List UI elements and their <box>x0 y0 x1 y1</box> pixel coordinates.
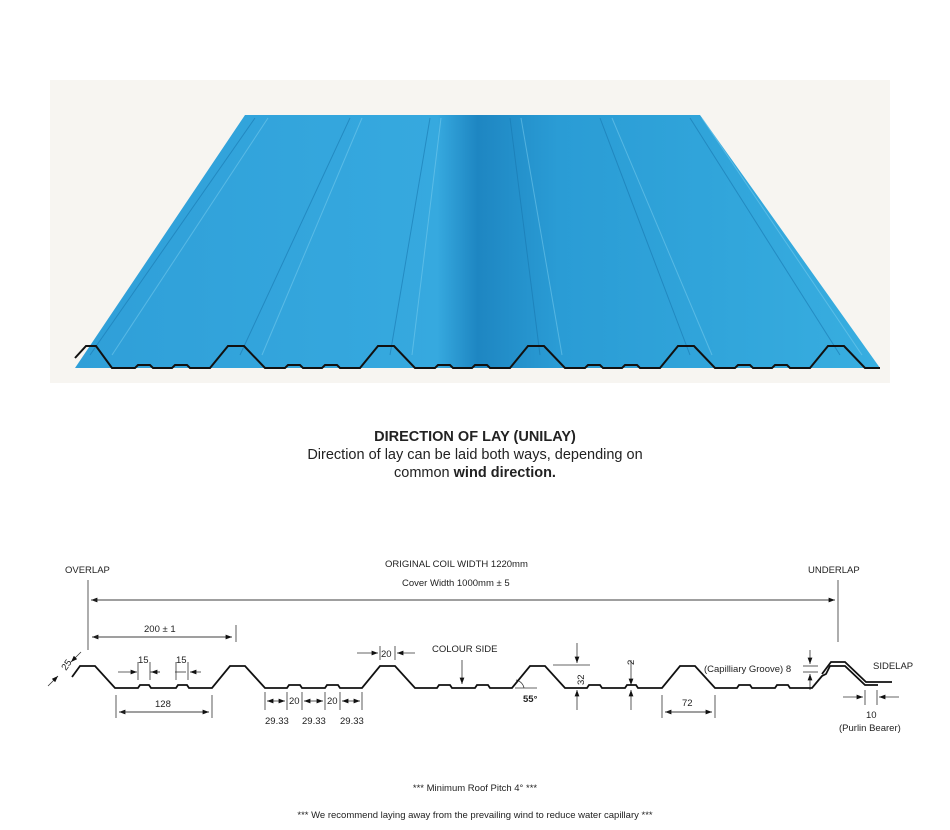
crest-width-dimension: 20 <box>381 649 392 660</box>
rib-dimension-b: 20 <box>327 696 338 707</box>
pan-width-dimension: 128 <box>155 699 171 710</box>
profile-diagram: OVERLAP UNDERLAP ORIGINAL COIL WIDTH 122… <box>47 559 913 734</box>
caption-bold: wind direction. <box>453 465 556 481</box>
caption-line-1: Direction of lay can be laid both ways, … <box>307 447 643 463</box>
rib-dimension-a: 20 <box>289 696 300 707</box>
angle-dimension: 55° <box>523 694 538 705</box>
lip-dimension: 25 <box>59 658 74 673</box>
minimum-pitch-note: *** Minimum Roof Pitch 4° *** <box>412 783 538 794</box>
caption-title: DIRECTION OF LAY (UNILAY) <box>374 429 576 445</box>
underlap-label: UNDERLAP <box>808 565 860 576</box>
colour-side-label: COLOUR SIDE <box>432 644 497 655</box>
sidelap-label: SIDELAP <box>873 661 913 672</box>
overlap-label: OVERLAP <box>65 565 110 576</box>
caption-text: common <box>394 465 454 481</box>
groove-dimension-1: 15 <box>138 655 149 666</box>
purlin-bearer-value: 10 <box>866 710 877 721</box>
base-width-dimension: 72 <box>682 698 693 709</box>
segment-dimension-a: 29.33 <box>265 716 289 727</box>
segment-dimension-b: 29.33 <box>302 716 326 727</box>
groove-dimension-2: 15 <box>176 655 187 666</box>
direction-of-lay-caption: DIRECTION OF LAY (UNILAY) Direction of l… <box>0 428 950 482</box>
pitch-dimension: 200 ± 1 <box>144 624 176 635</box>
capillary-groove-label: (Capilliary Groove) 8 <box>704 664 791 675</box>
coil-width-label: ORIGINAL COIL WIDTH 1220mm <box>385 559 528 570</box>
recommendation-note: *** We recommend laying away from the pr… <box>297 810 653 821</box>
purlin-bearer-label: (Purlin Bearer) <box>839 723 901 734</box>
stiffener-dimension: 2 <box>626 660 637 665</box>
cover-width-label: Cover Width 1000mm ± 5 <box>402 578 510 589</box>
segment-dimension-c: 29.33 <box>340 716 364 727</box>
sheet-profile <box>71 665 878 689</box>
caption-line-2: common wind direction. <box>0 464 950 482</box>
height-dimension: 32 <box>576 674 587 685</box>
roof-sheet-illustration <box>50 80 890 383</box>
